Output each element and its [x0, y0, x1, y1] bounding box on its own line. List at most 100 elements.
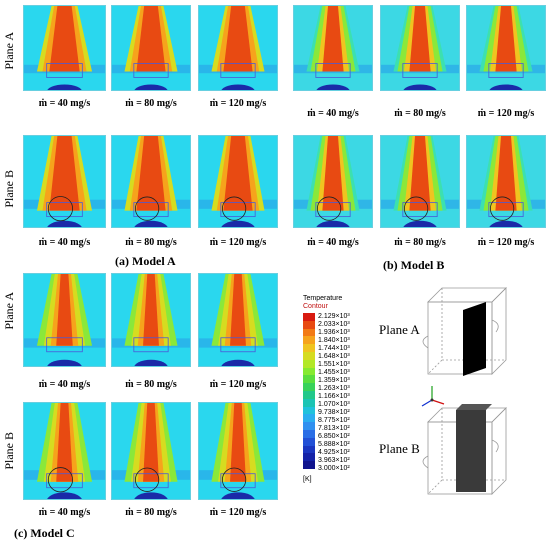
model-b-r1-caption-40: ṁ = 40 mg/s — [307, 108, 359, 119]
contour-plot-graphic — [112, 6, 190, 90]
model-a-plane-a-label: Plane A — [2, 32, 16, 70]
legend-color-swatch — [303, 398, 315, 408]
model-b-plane-a-40-contour — [293, 5, 373, 91]
legend-tick-label: 1.263×10³ — [318, 385, 350, 392]
contour-plot-graphic — [199, 274, 277, 366]
legend-color-swatch — [303, 422, 315, 431]
model-a-r1-caption-40: ṁ = 40 mg/s — [38, 98, 91, 109]
contour-plot-graphic — [199, 403, 277, 499]
contour-plot-graphic — [24, 136, 105, 227]
model-a-plane-b-80-contour — [111, 135, 191, 228]
axis-triad-icon — [421, 386, 445, 407]
legend-tick-label: 4.925×10² — [318, 449, 350, 456]
model-a-plane-b-label: Plane B — [2, 170, 16, 208]
model-c-r1-caption-40: ṁ = 40 mg/s — [38, 379, 91, 390]
legend-color-swatch — [303, 336, 315, 345]
contour-plot-graphic — [24, 274, 105, 366]
contour-plot-graphic — [467, 136, 545, 227]
model-a-r2-caption-40: ṁ = 40 mg/s — [38, 237, 91, 248]
contour-plot-graphic — [294, 6, 372, 90]
model-c-r2-caption-40: ṁ = 40 mg/s — [38, 507, 91, 518]
plane-b-cube-icon — [422, 404, 507, 495]
model-c-plane-b-80-contour — [111, 402, 191, 500]
legend-color-swatch — [303, 391, 315, 400]
contour-plot-graphic — [381, 136, 459, 227]
contour-plot-graphic — [199, 136, 277, 227]
model-c-plane-a-40-contour — [23, 273, 106, 367]
contour-plot-graphic — [112, 274, 190, 366]
contour-plot-graphic — [199, 6, 277, 90]
model-c-r2-caption-80: ṁ = 80 mg/s — [125, 507, 177, 518]
model-b-r2-caption-80: ṁ = 80 mg/s — [394, 237, 446, 248]
legend-color-swatch — [303, 313, 315, 322]
model-a-r1-caption-120: ṁ = 120 mg/s — [209, 98, 267, 109]
legend-color-swatch — [303, 383, 315, 392]
model-a-plane-b-40-contour — [23, 135, 106, 228]
legend-tick-label: 3.963×10² — [318, 457, 350, 464]
legend-tick-label: 8.775×10² — [318, 417, 350, 424]
model-a-r2-caption-120: ṁ = 120 mg/s — [209, 237, 267, 248]
legend-color-swatch — [303, 414, 315, 423]
model-b-r1-caption-120: ṁ = 120 mg/s — [477, 108, 535, 119]
contour-plot-graphic — [381, 6, 459, 90]
model-b-r2-caption-120: ṁ = 120 mg/s — [477, 237, 535, 248]
model-b-plane-a-120-contour — [466, 5, 546, 91]
model-c-caption: (c) Model C — [14, 526, 75, 540]
model-b-plane-b-40-contour — [293, 135, 373, 228]
legend-color-bar — [303, 313, 315, 470]
model-c-plane-a-120-contour — [198, 273, 278, 367]
contour-plot-graphic — [294, 136, 372, 227]
legend-color-swatch — [303, 367, 315, 376]
model-b-r2-caption-40: ṁ = 40 mg/s — [307, 237, 359, 248]
legend-color-swatch — [303, 437, 315, 447]
orientation-plane-b-label: Plane B — [379, 441, 420, 456]
legend-color-swatch — [303, 375, 315, 384]
model-a-plane-a-80-contour — [111, 5, 191, 91]
legend-tick-label: 1.455×10³ — [318, 369, 350, 376]
legend-tick-label: 9.738×10² — [318, 409, 350, 416]
legend-color-swatch — [303, 430, 315, 439]
model-b-plane-a-80-contour — [380, 5, 460, 91]
legend-unit: [K] — [303, 476, 312, 483]
legend-color-swatch — [303, 406, 315, 415]
model-a-plane-a-40-contour — [23, 5, 106, 91]
contour-plot-graphic — [112, 136, 190, 227]
model-c-plane-b-label: Plane B — [2, 432, 16, 470]
plane-a-cube-icon — [422, 287, 507, 376]
model-b-r1-caption-80: ṁ = 80 mg/s — [394, 108, 446, 119]
legend-tick-label: 1.551×10³ — [318, 361, 350, 368]
legend-tick-label: 2.033×10³ — [318, 321, 350, 328]
legend-color-swatch — [303, 328, 315, 337]
legend-tick-label: 5.888×10² — [318, 441, 350, 448]
legend-color-swatch — [303, 445, 315, 454]
legend-color-swatch — [303, 344, 315, 353]
model-b-plane-b-120-contour — [466, 135, 546, 228]
model-a-r2-caption-80: ṁ = 80 mg/s — [125, 237, 177, 248]
model-a-plane-a-120-contour — [198, 5, 278, 91]
model-a-caption: (a) Model A — [115, 254, 176, 268]
orientation-plane-a-label: Plane A — [379, 322, 420, 337]
model-c-plane-b-40-contour — [23, 402, 106, 500]
legend-tick-label: 1.936×10³ — [318, 329, 350, 336]
legend-tick-label: 3.000×10² — [318, 465, 350, 472]
model-c-plane-b-120-contour — [198, 402, 278, 500]
legend-color-swatch — [303, 352, 315, 361]
legend-color-swatch — [303, 320, 315, 330]
legend-tick-label: 1.744×10³ — [318, 345, 350, 352]
model-c-plane-a-label: Plane A — [2, 292, 16, 330]
legend-tick-label: 1.070×10³ — [318, 401, 350, 408]
contour-plot-graphic — [24, 403, 105, 499]
model-c-r1-caption-120: ṁ = 120 mg/s — [209, 379, 267, 390]
model-c-plane-a-80-contour — [111, 273, 191, 367]
legend-tick-label: 6.850×10² — [318, 433, 350, 440]
legend-tick-label: 7.813×10² — [318, 425, 350, 432]
legend-title-line1: Temperature — [303, 295, 343, 302]
legend-title-line2: Contour — [303, 303, 328, 310]
legend-tick-label: 2.129×10³ — [318, 313, 350, 320]
contour-plot-graphic — [467, 6, 545, 90]
contour-plot-graphic — [112, 403, 190, 499]
model-b-caption: (b) Model B — [383, 258, 445, 272]
model-a-plane-b-120-contour — [198, 135, 278, 228]
model-a-r1-caption-80: ṁ = 80 mg/s — [125, 98, 177, 109]
legend-tick-label: 1.648×10³ — [318, 353, 350, 360]
